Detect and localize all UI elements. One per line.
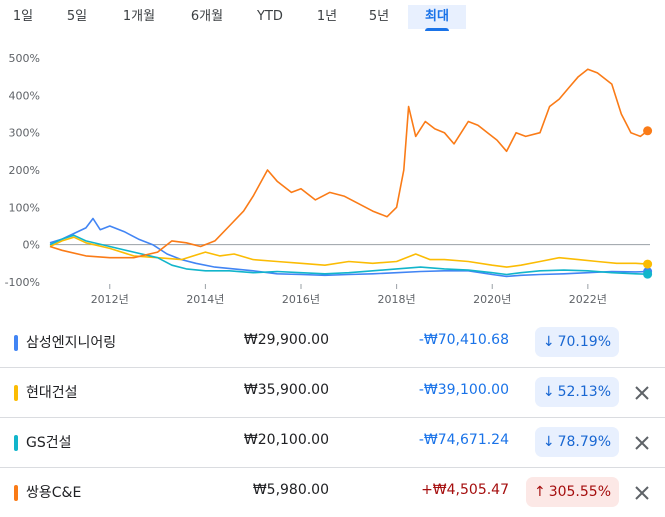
series-line-1 bbox=[49, 236, 648, 268]
percent-change-value: 78.79% bbox=[557, 434, 611, 450]
series-color-swatch bbox=[14, 435, 18, 451]
percent-change-value: 305.55% bbox=[548, 484, 611, 500]
legend-row-gs-eng-construction[interactable]: GS건설 ₩20,100.00 -₩74,671.24 ↓ 78.79% bbox=[0, 418, 665, 467]
stock-name: 삼성엔지니어링 bbox=[26, 335, 117, 351]
stock-price: ₩5,980.00 bbox=[252, 482, 329, 498]
price-change: -₩70,410.68 bbox=[418, 332, 509, 348]
series-line-0 bbox=[49, 217, 648, 278]
active-tab-indicator bbox=[425, 28, 449, 31]
range-tabs: 1일 5일 1개월 6개월 YTD 1년 5년 최대 bbox=[0, 0, 665, 31]
divider bbox=[0, 417, 665, 418]
series-color-swatch bbox=[14, 485, 18, 501]
percent-change-badge: ↓ 52.13% bbox=[534, 377, 619, 407]
stock-name: 쌍용C&E bbox=[26, 485, 82, 501]
legend-row-hyundai-eng-construction[interactable]: 현대건설 ₩35,900.00 -₩39,100.00 ↓ 52.13% bbox=[0, 368, 665, 417]
arrow-down-icon: ↓ bbox=[542, 434, 555, 450]
percent-change-badge: ↓ 78.79% bbox=[534, 427, 619, 457]
range-tab-label: 1개월 bbox=[122, 9, 156, 24]
range-tab-label: 최대 bbox=[425, 9, 449, 24]
y-tick-label: 500% bbox=[9, 52, 40, 65]
range-tab-1m[interactable]: 1개월 bbox=[108, 5, 170, 29]
close-icon bbox=[635, 436, 649, 450]
percent-change-value: 70.19% bbox=[557, 334, 611, 350]
price-change: +₩4,505.47 bbox=[421, 482, 509, 498]
series-end-marker-3 bbox=[643, 126, 653, 136]
series-end-marker-1 bbox=[643, 259, 653, 269]
remove-comparison-button[interactable] bbox=[631, 432, 653, 454]
y-tick-label: 100% bbox=[9, 201, 40, 214]
x-tick-label: 2014년 bbox=[186, 293, 224, 306]
percent-change-badge: ↓ 70.19% bbox=[534, 327, 619, 357]
range-tab-5d[interactable]: 5일 bbox=[52, 5, 102, 29]
performance-chart: 500% 400% 300% 200% 100% 0% -100% 2012년 2014년 201… bbox=[5, 52, 653, 306]
series-color-swatch bbox=[14, 335, 18, 351]
range-tab-label: 5일 bbox=[66, 9, 88, 24]
y-tick-label: 200% bbox=[9, 164, 40, 177]
remove-comparison-button[interactable] bbox=[631, 482, 653, 504]
range-tab-max[interactable]: 최대 bbox=[408, 5, 466, 31]
stock-price: ₩35,900.00 bbox=[243, 382, 329, 398]
series-end-marker-2 bbox=[643, 269, 653, 279]
range-tab-label: 6개월 bbox=[190, 9, 224, 24]
range-tab-6m[interactable]: 6개월 bbox=[176, 5, 238, 29]
x-tick-label: 2018년 bbox=[378, 293, 416, 306]
series-line-3 bbox=[49, 68, 649, 259]
range-tab-ytd[interactable]: YTD bbox=[246, 5, 294, 29]
range-tab-1y[interactable]: 1년 bbox=[304, 5, 350, 29]
legend-row-samsung-engineering[interactable]: 삼성엔지니어링 ₩29,900.00 -₩70,410.68 ↓ 70.19% bbox=[0, 318, 665, 367]
percent-change-value: 52.13% bbox=[557, 384, 611, 400]
y-tick-label: 300% bbox=[9, 127, 40, 140]
range-tab-label: YTD bbox=[257, 9, 283, 24]
stock-price: ₩20,100.00 bbox=[243, 432, 329, 448]
y-tick-label: 400% bbox=[9, 89, 40, 102]
x-tick-label: 2022년 bbox=[569, 293, 607, 306]
range-tab-1d[interactable]: 1일 bbox=[0, 5, 46, 29]
y-tick-label: -100% bbox=[5, 276, 40, 289]
y-tick-label: 0% bbox=[23, 239, 40, 252]
arrow-up-icon: ↑ bbox=[533, 484, 546, 500]
range-tab-label: 1일 bbox=[12, 9, 34, 24]
percent-change-badge: ↑ 305.55% bbox=[525, 477, 619, 507]
close-icon bbox=[635, 486, 649, 500]
stock-name: GS건설 bbox=[26, 435, 72, 451]
range-tab-label: 5년 bbox=[368, 9, 390, 24]
price-change: -₩39,100.00 bbox=[418, 382, 509, 398]
x-tick-label: 2012년 bbox=[91, 293, 129, 306]
x-tick-label: 2020년 bbox=[473, 293, 511, 306]
price-change: -₩74,671.24 bbox=[418, 432, 509, 448]
stock-price: ₩29,900.00 bbox=[243, 332, 329, 348]
series-line-2 bbox=[49, 234, 648, 276]
series-color-swatch bbox=[14, 385, 18, 401]
range-tab-label: 1년 bbox=[316, 9, 338, 24]
legend-row-ssangyong-ce[interactable]: 쌍용C&E ₩5,980.00 +₩4,505.47 ↑ 305.55% bbox=[0, 468, 665, 517]
divider bbox=[0, 467, 665, 468]
divider bbox=[0, 367, 665, 368]
remove-comparison-button[interactable] bbox=[631, 382, 653, 404]
range-tab-5y[interactable]: 5년 bbox=[356, 5, 402, 29]
x-tick-label: 2016년 bbox=[282, 293, 320, 306]
arrow-down-icon: ↓ bbox=[542, 334, 555, 350]
close-icon bbox=[635, 386, 649, 400]
arrow-down-icon: ↓ bbox=[542, 384, 555, 400]
stock-name: 현대건설 bbox=[26, 385, 78, 401]
